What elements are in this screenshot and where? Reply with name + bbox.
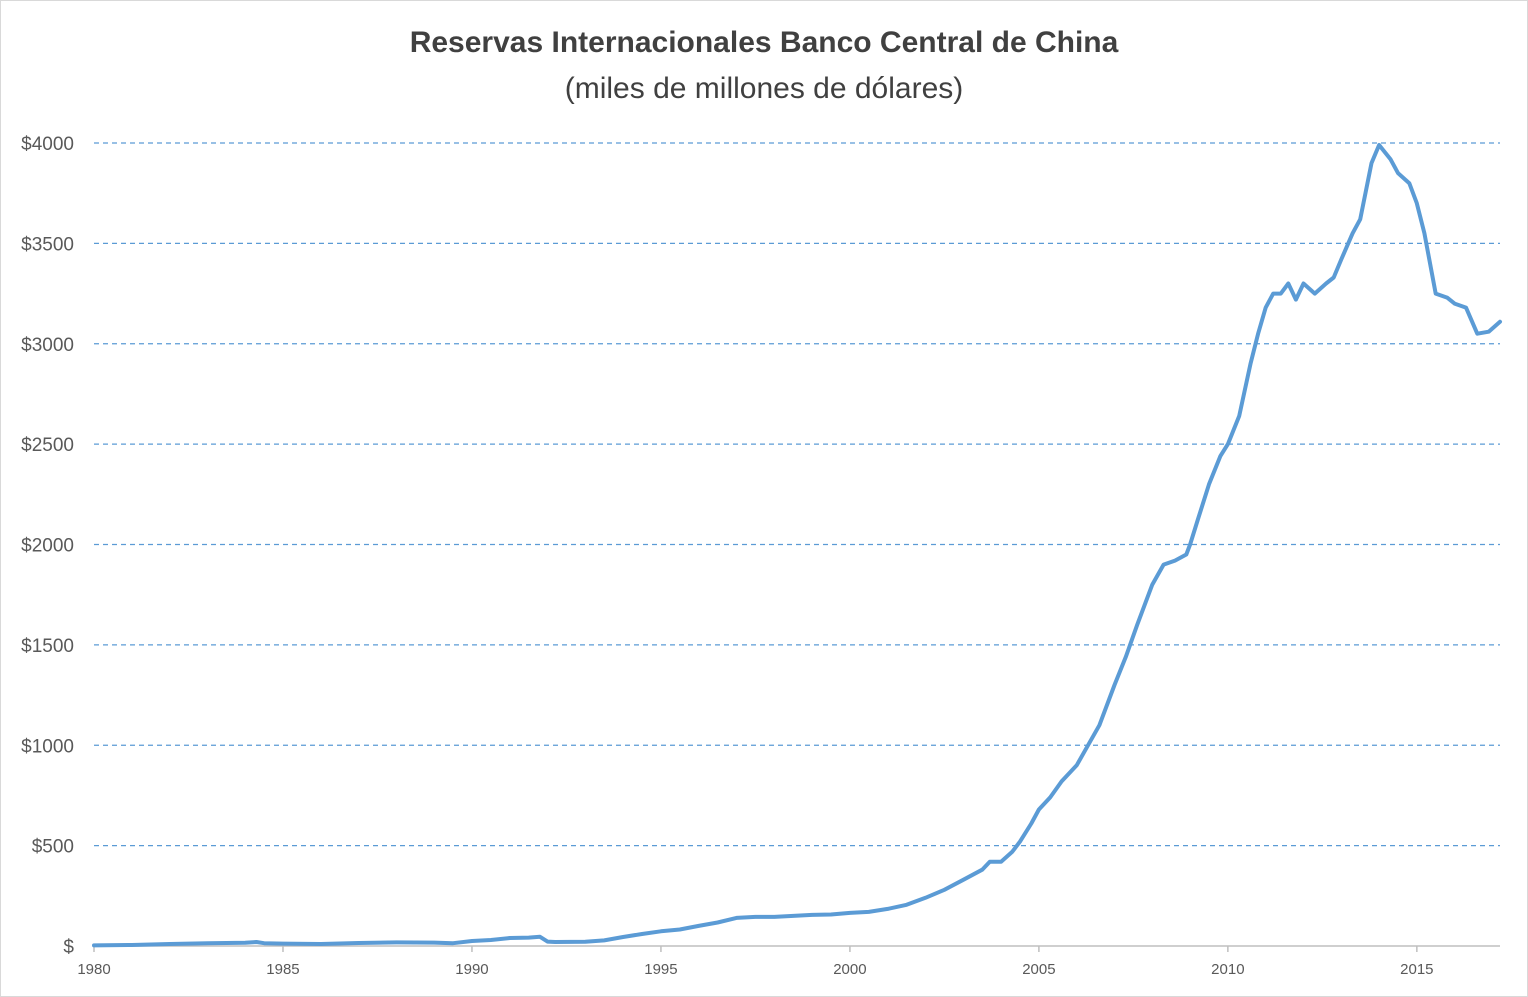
y-tick-label: $3000 <box>21 335 74 356</box>
chart-subtitle: (miles de millones de dólares) <box>564 72 964 105</box>
y-tick-label: $2000 <box>21 536 74 557</box>
y-tick-label: $3500 <box>21 234 74 255</box>
y-tick-label: $ <box>63 937 74 958</box>
x-tick-label: 1990 <box>455 961 488 978</box>
y-tick-label: $1500 <box>21 636 74 657</box>
x-tick-label: 2005 <box>1022 961 1055 978</box>
gridlines <box>94 142 1500 847</box>
y-tick-label: $1000 <box>21 736 74 757</box>
y-tick-labels: $ $500 $1000 $1500 $2000 $2500 $3000 $3500 $4000 <box>21 134 74 958</box>
x-tick-label: 2015 <box>1400 961 1433 978</box>
y-tick-label: $2500 <box>21 435 74 456</box>
x-tick-label: 1995 <box>644 961 677 978</box>
y-tick-label: $500 <box>32 837 74 858</box>
series-line-0 <box>92 143 1502 948</box>
y-tick-label: $4000 <box>21 134 74 155</box>
x-tick-label: 2010 <box>1211 961 1244 978</box>
x-tick-label: 1985 <box>266 961 299 978</box>
x-tick-labels: 1980 1985 1990 1995 2000 2005 2010 2015 <box>77 961 1433 978</box>
series <box>92 143 1502 948</box>
axes <box>93 945 1500 952</box>
x-tick-label: 1980 <box>77 961 110 978</box>
x-tick-label: 2000 <box>833 961 866 978</box>
chart-title: Reservas Internacionales Banco Central d… <box>409 26 1119 59</box>
